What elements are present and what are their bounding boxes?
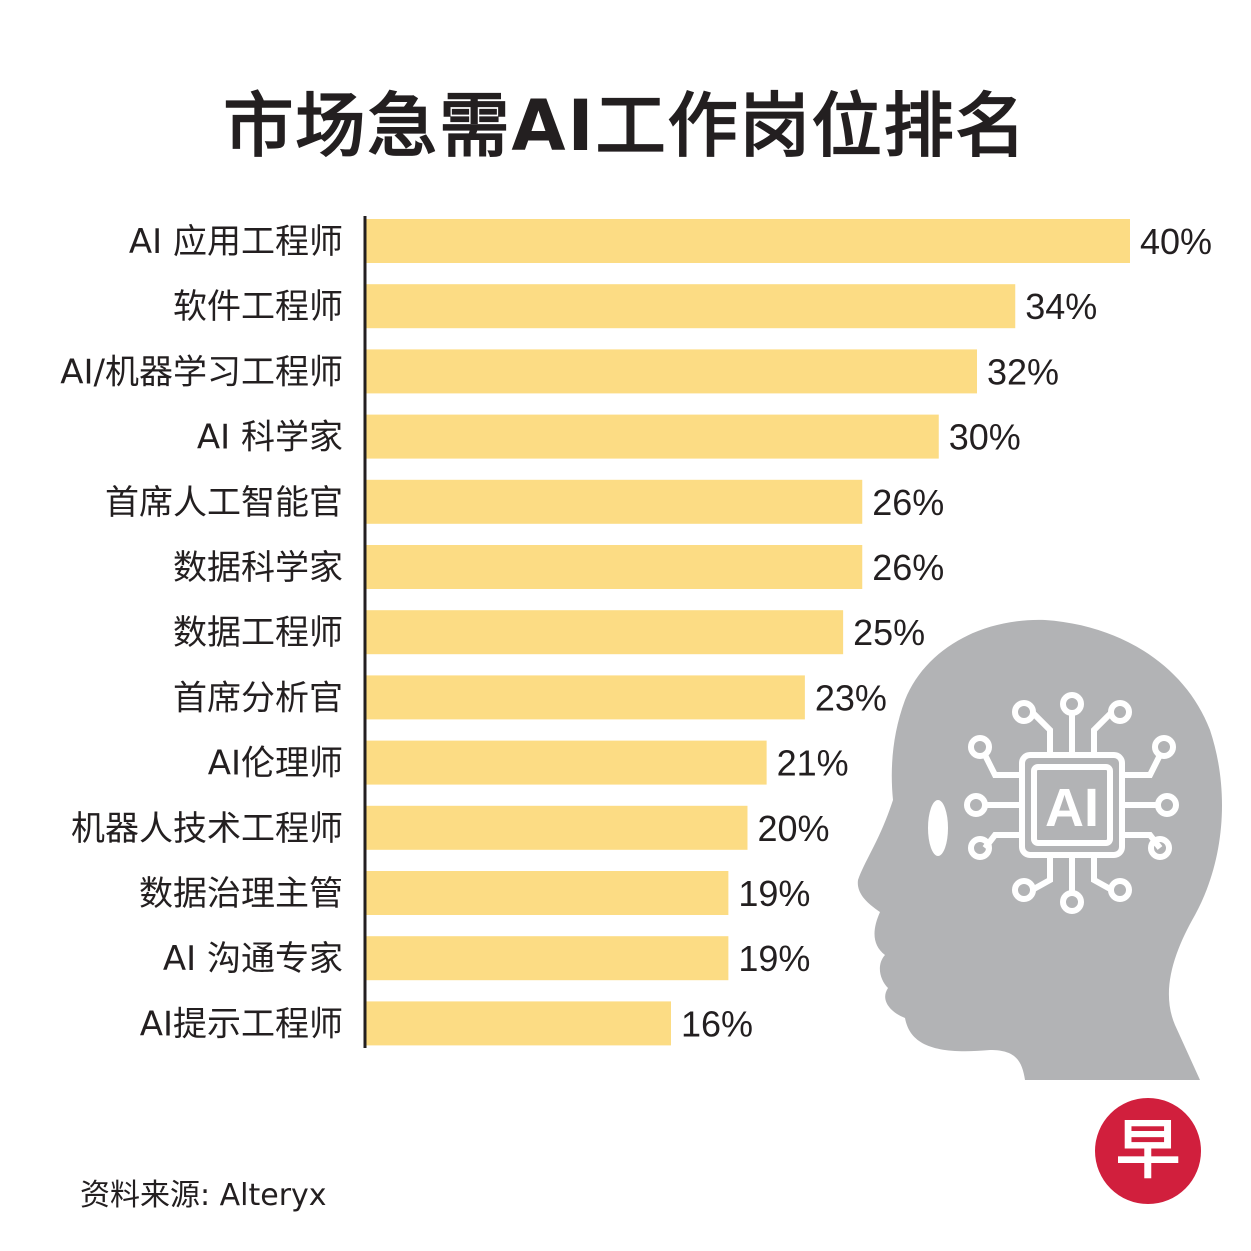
- value-label: 26%: [872, 482, 944, 523]
- source-note: 资料来源: Alteryx: [80, 1178, 327, 1213]
- category-label: AI伦理师: [208, 744, 343, 784]
- category-label: AI提示工程师: [140, 1004, 343, 1044]
- ear-shape: [928, 800, 948, 856]
- value-label: 21%: [777, 743, 849, 784]
- value-label: 34%: [1025, 286, 1097, 327]
- category-label: 数据科学家: [173, 548, 343, 588]
- category-label: 数据工程师: [173, 613, 343, 653]
- bar: [365, 1001, 671, 1046]
- bar: [365, 936, 729, 981]
- category-label: 机器人技术工程师: [71, 809, 343, 849]
- category-label: AI 科学家: [197, 418, 343, 458]
- value-label: 16%: [681, 1003, 753, 1044]
- bar: [365, 414, 939, 459]
- value-label: 26%: [872, 547, 944, 588]
- bar: [365, 675, 805, 720]
- value-label: 20%: [758, 808, 830, 849]
- head-silhouette: [857, 619, 1222, 1080]
- value-label: 23%: [815, 677, 887, 718]
- ai-chip-label: AI: [1045, 778, 1099, 838]
- bar: [365, 349, 977, 394]
- category-label: AI 沟通专家: [163, 939, 343, 979]
- bar: [365, 545, 863, 589]
- ai-head-illustration: AI: [857, 619, 1222, 1080]
- bar: [365, 805, 748, 850]
- category-label: AI/机器学习工程师: [60, 352, 343, 392]
- bar: [365, 479, 863, 524]
- category-label: 首席人工智能官: [105, 483, 343, 523]
- bar: [365, 871, 729, 915]
- bar: [365, 219, 1130, 263]
- bars-layer: AI 应用工程师 40% 软件工程师 34% AI/机器学习工程师 32% AI 科学家 30…: [60, 219, 1212, 1046]
- bar: [365, 284, 1016, 329]
- newspaper-logo: 早: [1095, 1098, 1201, 1204]
- value-label: 25%: [853, 612, 925, 653]
- category-label: 软件工程师: [173, 287, 343, 327]
- category-label: 数据治理主管: [139, 874, 343, 914]
- chart-title: 市场急需AI工作岗位排名: [223, 85, 1028, 167]
- value-label: 40%: [1140, 221, 1212, 262]
- bar: [365, 610, 844, 655]
- value-label: 19%: [738, 938, 810, 979]
- circuit-chip-icon: [964, 692, 1179, 914]
- value-label: 32%: [987, 351, 1059, 392]
- category-label: AI 应用工程师: [129, 222, 343, 262]
- category-label: 首席分析官: [173, 678, 343, 718]
- value-label: 19%: [738, 873, 810, 914]
- value-label: 30%: [949, 417, 1021, 458]
- bar: [365, 740, 767, 785]
